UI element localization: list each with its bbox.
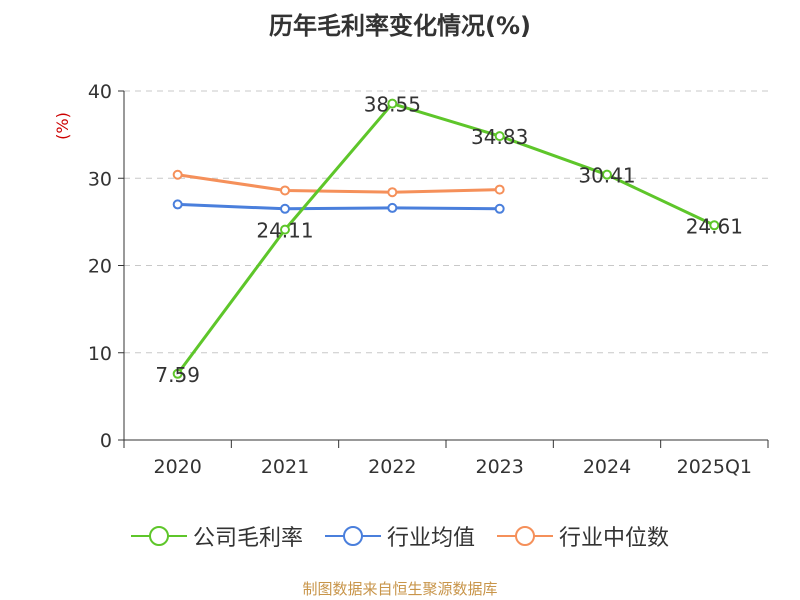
y-tick-label: 30	[88, 168, 112, 190]
legend-item[interactable]: 行业均值	[324, 520, 475, 552]
data-point	[709, 220, 720, 231]
data-point	[172, 199, 183, 210]
data-point	[602, 169, 612, 180]
data-label: 38.55	[364, 93, 421, 117]
data-point	[280, 203, 290, 214]
x-tick-label: 2025Q1	[677, 456, 752, 478]
data-label: 24.11	[256, 219, 313, 243]
data-point	[494, 131, 505, 142]
legend-item[interactable]: 行业中位数	[497, 520, 669, 552]
data-label-layer: 7.59 24.11 38.55 34.83 30.41 24.61	[155, 93, 743, 387]
axis-layer: 0 10 20 30 40 2020 2021 2022 2023 2024 2025Q1	[88, 81, 769, 478]
data-point	[387, 98, 398, 109]
data-point	[280, 224, 290, 235]
legend-line-circle-icon	[324, 526, 381, 546]
data-point	[494, 203, 505, 214]
x-tick-label: 2020	[153, 456, 201, 478]
x-tick-label: 2021	[261, 456, 309, 478]
source-note: 制图数据来自恒生聚源数据库	[302, 580, 498, 598]
data-label: 7.59	[155, 363, 200, 387]
legend: 公司毛利率 行业均值 行业中位数	[0, 520, 800, 552]
data-label: 34.83	[471, 125, 528, 149]
y-tick-label: 40	[88, 81, 112, 103]
x-tick-label: 2022	[368, 456, 416, 478]
data-point	[494, 184, 505, 195]
series-line	[177, 173, 500, 194]
data-point	[172, 169, 183, 180]
y-axis-label: (%)	[53, 112, 72, 140]
x-tick-label: 2024	[583, 456, 631, 478]
legend-label: 行业均值	[386, 526, 475, 551]
data-point	[172, 368, 183, 379]
data-point	[387, 202, 398, 213]
y-tick-label: 10	[88, 343, 112, 365]
series-line	[177, 202, 500, 211]
y-tick-label: 20	[88, 256, 112, 278]
legend-item[interactable]: 公司毛利率	[130, 520, 303, 552]
legend-label: 公司毛利率	[192, 526, 303, 551]
legend-label: 行业中位数	[559, 526, 670, 551]
data-point	[280, 185, 290, 196]
data-label: 30.41	[578, 164, 635, 188]
legend-line-circle-icon	[497, 526, 553, 546]
series-line	[176, 102, 715, 375]
grid-layer	[124, 90, 768, 354]
x-tick-label: 2023	[475, 456, 523, 478]
chart-title: 历年毛利率变化情况(%)	[269, 12, 531, 40]
data-label: 24.61	[686, 214, 743, 238]
data-point	[387, 187, 398, 198]
legend-line-circle-icon	[130, 526, 187, 546]
y-tick-label: 0	[100, 430, 112, 452]
series-layer	[172, 98, 720, 379]
